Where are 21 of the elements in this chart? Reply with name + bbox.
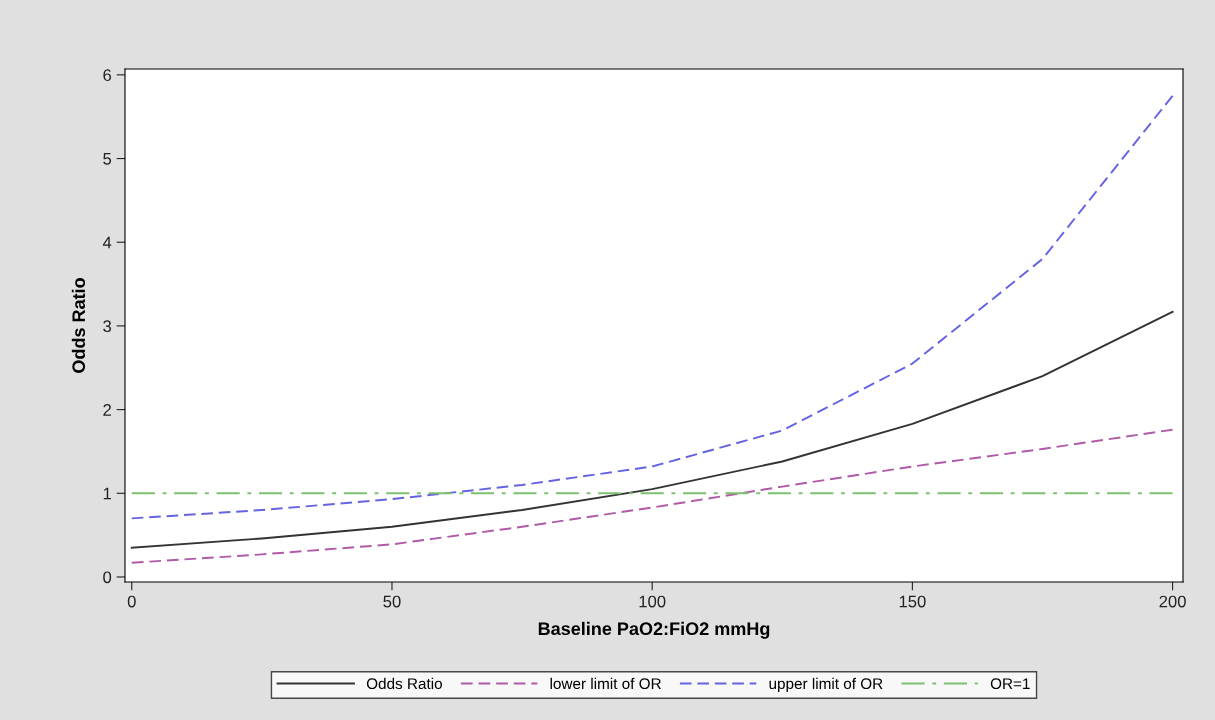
x-axis-title: Baseline PaO2:FiO2 mmHg <box>538 621 770 639</box>
y-axis-title: Odds Ratio <box>71 278 86 373</box>
x-tick-label: 150 <box>899 595 926 608</box>
y-tick-label: 1 <box>103 487 111 500</box>
line-series <box>130 428 1174 564</box>
legend-label: upper limit of OR <box>769 677 883 693</box>
y-tick-label: 4 <box>102 236 112 249</box>
x-tick-label: 100 <box>639 595 666 608</box>
y-tick-label: 2 <box>103 404 111 416</box>
x-tick-label: 0 <box>127 595 136 608</box>
x-tick-label: 50 <box>383 595 401 608</box>
y-tick-label: 3 <box>103 320 112 333</box>
x-tick-label: 200 <box>1159 595 1186 608</box>
legend-label: Odds Ratio <box>366 677 442 690</box>
y-tick-label: 0 <box>103 571 112 584</box>
y-tick-label: 6 <box>103 69 112 82</box>
line-series <box>130 94 1174 520</box>
legend-label: lower limit of OR <box>550 677 661 690</box>
line-series <box>130 310 1174 549</box>
y-tick-label: 5 <box>103 153 112 165</box>
legend-label: OR=1 <box>990 678 1030 690</box>
